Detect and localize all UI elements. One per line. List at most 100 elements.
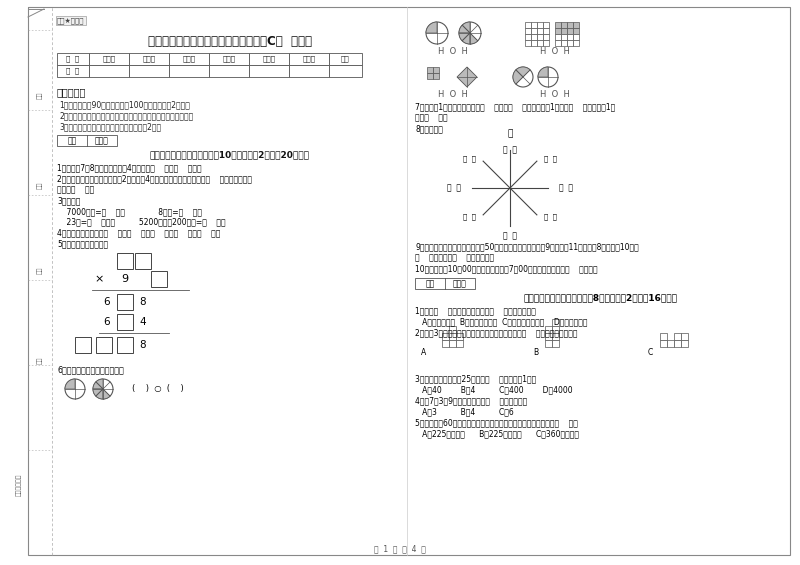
Text: 学号（测评）: 学号（测评） — [16, 473, 22, 496]
Text: 2．劳动课上做纸花，红红做了2朵纸花，4朵菱花，红花占纸花总数的（    ），蓝花占纸花: 2．劳动课上做纸花，红红做了2朵纸花，4朵菱花，红花占纸花总数的（ ），蓝花占纸… — [57, 174, 252, 183]
Text: （  ）: （ ） — [462, 214, 476, 220]
Bar — [456, 340, 463, 347]
Wedge shape — [459, 25, 470, 33]
Bar — [209, 65, 249, 77]
Wedge shape — [93, 389, 103, 396]
Bar — [89, 65, 129, 77]
Text: 7000千克=（    ）吨              8千克=（    ）克: 7000千克=（ ）吨 8千克=（ ）克 — [57, 207, 202, 216]
Text: （  ）: （ ） — [503, 145, 517, 154]
Bar — [525, 34, 531, 40]
Bar — [209, 53, 249, 65]
Text: A．3          B．4          C．6: A．3 B．4 C．6 — [415, 407, 514, 416]
Text: H  O  H: H O H — [438, 90, 468, 99]
Wedge shape — [470, 33, 478, 44]
Bar — [129, 53, 169, 65]
Text: 外研版三年级数学下学期能力检测试题C卷  含答案: 外研版三年级数学下学期能力检测试题C卷 含答案 — [147, 35, 311, 48]
Text: C: C — [648, 348, 654, 357]
Bar — [555, 28, 561, 34]
Polygon shape — [457, 67, 477, 87]
Wedge shape — [459, 33, 470, 41]
Bar — [681, 340, 688, 347]
Bar — [117, 337, 133, 353]
Wedge shape — [96, 379, 103, 389]
Bar — [567, 22, 573, 28]
Bar — [543, 28, 549, 34]
Bar — [329, 65, 362, 77]
Text: （  ）: （ ） — [462, 156, 476, 163]
Text: （  ）: （ ） — [503, 231, 517, 240]
Bar — [442, 340, 449, 347]
Wedge shape — [426, 22, 437, 33]
Bar — [681, 333, 688, 340]
Text: A: A — [421, 348, 426, 357]
Bar — [449, 326, 456, 333]
Bar — [289, 53, 329, 65]
Text: 学号: 学号 — [38, 357, 42, 364]
Bar — [442, 333, 449, 340]
Bar — [249, 53, 289, 65]
Text: （  ）: （ ） — [544, 214, 558, 220]
Bar — [537, 40, 543, 46]
Text: 应用题: 应用题 — [302, 56, 315, 62]
Text: (    )  ○  (    ): ( ) ○ ( ) — [132, 385, 184, 393]
Text: 综合题: 综合题 — [262, 56, 275, 62]
Bar — [561, 28, 567, 34]
Wedge shape — [513, 70, 523, 84]
Bar — [57, 135, 117, 146]
Text: 1．时针在7和8之间，分针指向4，这时是（    ）时（    ）分。: 1．时针在7和8之间，分针指向4，这时是（ ）时（ ）分。 — [57, 163, 202, 172]
Text: H  O  H: H O H — [540, 90, 570, 99]
Text: 选择题: 选择题 — [142, 56, 155, 62]
Bar — [555, 40, 561, 46]
Bar — [169, 53, 209, 65]
Text: （  ）: （ ） — [447, 184, 461, 193]
Text: 23吨=（    ）千克          5200千克－200千克=（    ）吨: 23吨=（ ）千克 5200千克－200千克=（ ）吨 — [57, 217, 226, 226]
Bar — [117, 294, 133, 310]
Text: 7．分针走1小格，秒针正好走（    ），是（    ）秒，分针走1大格是（    ），时针走1大: 7．分针走1小格，秒针正好走（ ），是（ ）秒，分针走1大格是（ ），时针走1大 — [415, 102, 615, 111]
Bar — [543, 40, 549, 46]
Bar — [667, 340, 674, 347]
Text: （    ）跑得最快（    ）跑得最慢。: （ ）跑得最快（ ）跑得最慢。 — [415, 253, 494, 262]
Bar — [525, 22, 531, 28]
Text: 学校: 学校 — [38, 92, 42, 99]
Text: 2．请首先按要求在试卷的指定位置填写您的姓名、班级、学号。: 2．请首先按要求在试卷的指定位置填写您的姓名、班级、学号。 — [59, 111, 194, 120]
Text: 判断题: 判断题 — [182, 56, 195, 62]
Text: 姓名: 姓名 — [38, 266, 42, 274]
Wedge shape — [538, 67, 548, 77]
Text: 第  1  页  共  4  页: 第 1 页 共 4 页 — [374, 545, 426, 554]
Bar — [543, 34, 549, 40]
Bar — [567, 40, 573, 46]
Bar — [525, 40, 531, 46]
Text: 3．平均每个同学体重25千克，（    ）名同学重1吨。: 3．平均每个同学体重25千克，（ ）名同学重1吨。 — [415, 374, 536, 383]
Text: 填空题: 填空题 — [102, 56, 115, 62]
Bar — [531, 28, 537, 34]
Wedge shape — [96, 389, 103, 399]
Bar — [674, 340, 681, 347]
Bar — [531, 40, 537, 46]
Text: （  ）: （ ） — [559, 184, 573, 193]
Bar — [329, 53, 362, 65]
Bar — [555, 34, 561, 40]
Bar — [552, 340, 559, 347]
Text: 总分: 总分 — [341, 56, 350, 62]
Bar — [135, 253, 151, 269]
Text: 2．下列3个图形中，每个小正方形都一样大，那么（    ）图形的周长最长。: 2．下列3个图形中，每个小正方形都一样大，那么（ ）图形的周长最长。 — [415, 328, 578, 337]
Text: 6: 6 — [104, 317, 110, 327]
Bar — [75, 337, 91, 353]
Bar — [573, 22, 579, 28]
Bar — [57, 65, 89, 77]
Bar — [449, 333, 456, 340]
Bar — [433, 73, 439, 79]
Text: 6．看图写分数，并比较大小。: 6．看图写分数，并比较大小。 — [57, 365, 124, 374]
Bar — [561, 22, 567, 28]
Text: （  ）: （ ） — [544, 156, 558, 163]
Wedge shape — [516, 67, 530, 77]
Wedge shape — [462, 22, 470, 33]
Bar — [151, 271, 167, 287]
Text: B: B — [533, 348, 538, 357]
Bar — [561, 40, 567, 46]
Text: 1．明天（    ）会下雨，今天下午（    ）游遍全世界。: 1．明天（ ）会下雨，今天下午（ ）游遍全世界。 — [415, 306, 536, 315]
Text: A．40        B．4          C．400        D．4000: A．40 B．4 C．400 D．4000 — [415, 385, 573, 394]
Bar — [96, 337, 112, 353]
Bar — [249, 65, 289, 77]
Text: 10．小林晚上10：00睡觉，第二天早上7：00起床，他一共睡了（    ）小时。: 10．小林晚上10：00睡觉，第二天早上7：00起床，他一共睡了（ ）小时。 — [415, 264, 598, 273]
